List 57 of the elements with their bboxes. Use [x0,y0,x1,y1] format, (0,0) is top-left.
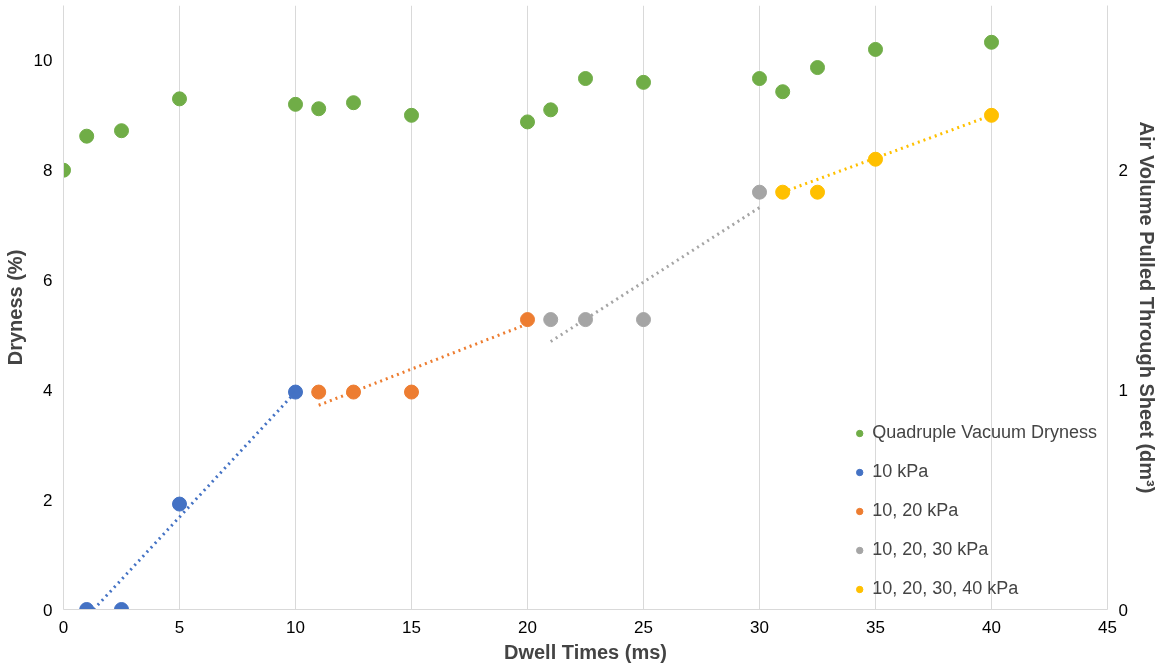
point [311,101,327,117]
point [578,71,593,87]
legend-label: 10, 20, 30 kPa [872,539,989,560]
point [520,114,535,130]
point [775,184,791,200]
x-tick-label: 20 [518,617,537,637]
x-tick-label: 15 [402,617,421,637]
x-tick-label: 40 [982,617,1001,637]
y2-tick-label: 0 [1118,600,1128,620]
y-tick-label: 4 [43,380,53,400]
x-tick-label: 0 [58,617,69,637]
point [984,34,999,50]
point [636,312,651,328]
x-tick-label: 45 [1098,617,1117,637]
legend-label: 10 kPa [872,461,929,482]
point [172,496,187,512]
point [752,71,767,87]
y-tick-label: 0 [43,600,53,620]
point [520,312,535,328]
legend-label: 10, 20, 30, 40 kPa [872,578,1019,599]
y-axis-title: Dryness (%) [3,249,26,366]
point [752,184,767,200]
point [114,123,129,139]
y-tick-label: 8 [43,161,53,181]
legend-label: Quadruple Vacuum Dryness [872,422,1097,443]
point [984,107,999,123]
y2-tick-label: 1 [1118,380,1128,400]
legend-label: 10, 20 kPa [872,500,959,521]
x-tick-label: 35 [866,617,885,637]
y-tick-label: 10 [33,51,53,71]
point [311,384,327,400]
point [404,384,419,400]
point [810,184,825,200]
x-tick-label: 5 [174,617,185,637]
point [810,60,825,76]
x-axis-title: Dwell Times (ms) [503,640,668,663]
point [404,107,419,123]
point [543,102,559,118]
point [288,96,303,112]
x-tick-label: 30 [750,617,769,637]
point [79,128,95,144]
point [346,95,361,111]
point [636,74,651,90]
x-tick-label: 10 [286,617,305,637]
point [543,312,559,328]
point [172,91,187,107]
x-tick-label: 25 [634,617,653,637]
point [288,384,303,400]
y2-axis-title: Air Volume Pulled Through Sheet (dm³) [1135,121,1158,494]
point [346,384,361,400]
point [578,312,593,328]
y-tick-label: 2 [43,490,53,510]
point [775,84,791,100]
y2-tick-label: 2 [1118,161,1128,181]
point [868,41,883,57]
point [868,151,883,167]
y-tick-label: 6 [43,271,53,291]
